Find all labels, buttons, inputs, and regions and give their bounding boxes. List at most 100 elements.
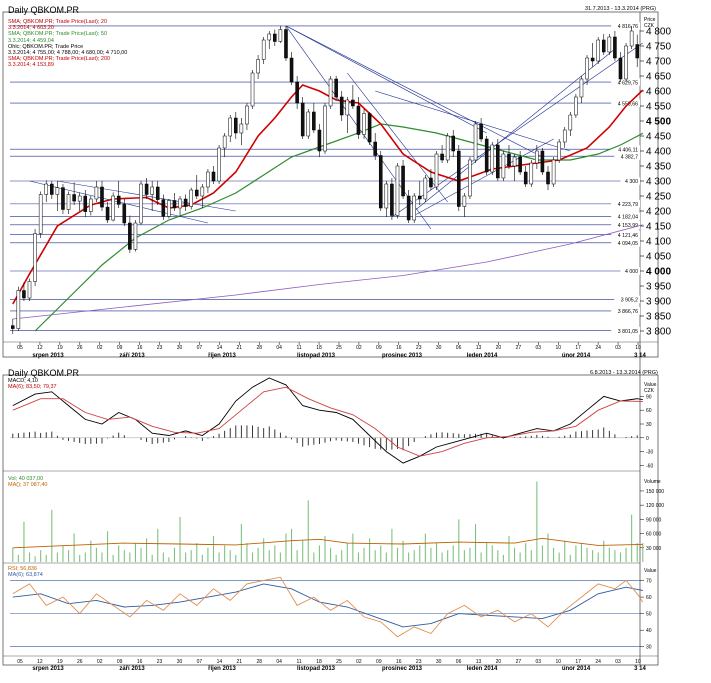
date-tick-label: 17 <box>575 345 581 351</box>
price-tick-label: 4 800 <box>646 27 671 38</box>
candle-down <box>194 189 199 197</box>
horizontal-level-label: 4 629,75 <box>618 80 638 86</box>
candle-up <box>557 141 561 161</box>
candle-down <box>172 200 177 209</box>
candle-down <box>211 171 216 182</box>
candle-up <box>434 153 439 188</box>
month-label: 3 14 <box>634 666 646 672</box>
candle-up <box>167 200 171 217</box>
month-label: říjen 2013 <box>208 666 236 672</box>
date-tick-label: 09 <box>117 659 123 665</box>
candle-down <box>105 206 110 221</box>
candle-up <box>206 171 210 188</box>
candle-up <box>328 78 333 107</box>
level-label-bg <box>620 177 640 185</box>
candle-up <box>568 114 573 131</box>
price-date-range: 31.7.2013 - 13.3.2014 (PRG) <box>585 6 656 12</box>
date-tick-label: 26 <box>77 345 83 351</box>
candle-up <box>596 39 600 62</box>
month-label: leden 2014 <box>467 353 498 359</box>
candle-up <box>512 156 517 167</box>
candle-down <box>234 117 238 134</box>
date-tick-label: 04 <box>276 345 282 351</box>
macd-panel-title: Daily QBKOM.PR <box>8 368 80 378</box>
level-label-bg <box>620 267 640 275</box>
month-label: listopad 2013 <box>297 666 336 672</box>
candle-down <box>457 150 461 207</box>
date-tick-label: 10 <box>555 659 561 665</box>
candle-down <box>390 183 394 216</box>
price-axis-title: Price <box>644 17 656 23</box>
date-tick-label: 13 <box>476 659 482 665</box>
candle-down <box>161 199 166 217</box>
legend-entry: 3.3.2014; 4 603,20 <box>8 25 54 32</box>
volume-ma-line <box>12 537 643 549</box>
month-label: prosinec 2013 <box>382 353 423 359</box>
date-tick-label: 27 <box>516 345 522 351</box>
legend-entry: Ohlc; QBKOM.PR; Trade Price <box>8 43 84 50</box>
candle-down <box>50 183 54 195</box>
candle-up <box>278 29 283 42</box>
date-tick-label: 02 <box>97 659 103 665</box>
price-tick-label: 4 550 <box>646 102 671 113</box>
price-panel-title: Daily QBKOM.PR <box>8 5 80 15</box>
candle-up <box>579 78 584 98</box>
candle-up <box>395 165 400 216</box>
level-label-bg <box>611 200 640 208</box>
macd-axis-title: Value <box>644 382 657 388</box>
level-label-bg <box>611 22 640 30</box>
volume-axis-title: Volume <box>644 479 661 485</box>
date-tick-label: 06 <box>456 345 462 351</box>
candle-up <box>462 195 467 207</box>
level-label-bg <box>611 145 640 153</box>
rsi-tick-label: 30 <box>646 645 652 651</box>
candle-up <box>77 195 82 202</box>
macd-tick-label: 0 <box>646 436 649 442</box>
candle-down <box>378 155 383 209</box>
candle-down <box>429 177 433 188</box>
candle-down <box>496 144 500 179</box>
candle-down <box>373 141 377 156</box>
candle-down <box>590 57 595 62</box>
candle-up <box>423 177 428 200</box>
candle-down <box>295 81 299 104</box>
legend-entry: MA(6); 63,874 <box>8 572 43 579</box>
volume-tick-label: 90 000 <box>646 517 662 523</box>
candle-down <box>601 39 606 53</box>
candle-down <box>122 204 127 224</box>
date-tick-label: 30 <box>436 659 442 665</box>
date-tick-label: 05 <box>17 659 23 665</box>
rsi-ma-line <box>12 583 643 628</box>
legend-entry: MA(6); 83,50; 79,37 <box>8 384 57 391</box>
candle-up <box>27 281 32 299</box>
date-tick-label: 05 <box>17 345 23 351</box>
rsi-tick-label: 50 <box>646 612 652 618</box>
candle-down <box>479 123 483 140</box>
candle-down <box>484 138 489 173</box>
candle-up <box>551 159 556 185</box>
date-tick-label: 12 <box>37 659 43 665</box>
legend-entry: SMA; QBKOM.PR; Trade Price(Last); 200 <box>8 56 111 63</box>
legend-entry: MA(); 37 087,40 <box>8 482 48 489</box>
date-tick-label: 19 <box>57 659 63 665</box>
date-tick-label: 23 <box>416 659 422 665</box>
candle-down <box>72 194 76 202</box>
date-tick-label: 25 <box>336 345 342 351</box>
date-tick-label: 06 <box>456 659 462 665</box>
level-label-bg <box>611 238 640 247</box>
candle-up <box>501 153 506 179</box>
candle-up <box>384 183 389 209</box>
price-tick-label: 4 600 <box>646 87 671 98</box>
date-tick-label: 02 <box>97 345 103 351</box>
legend-entry: 3.3.2014; 4 153,89 <box>8 62 54 69</box>
candle-up <box>529 162 534 185</box>
candle-up <box>111 195 115 221</box>
candle-down <box>507 153 511 167</box>
level-label-bg <box>611 230 640 239</box>
macd-tick-label: -30 <box>646 450 653 456</box>
candle-down <box>312 111 316 131</box>
candle-up <box>323 105 327 152</box>
date-tick-label: 30 <box>436 345 442 351</box>
level-label-bg <box>611 99 640 107</box>
